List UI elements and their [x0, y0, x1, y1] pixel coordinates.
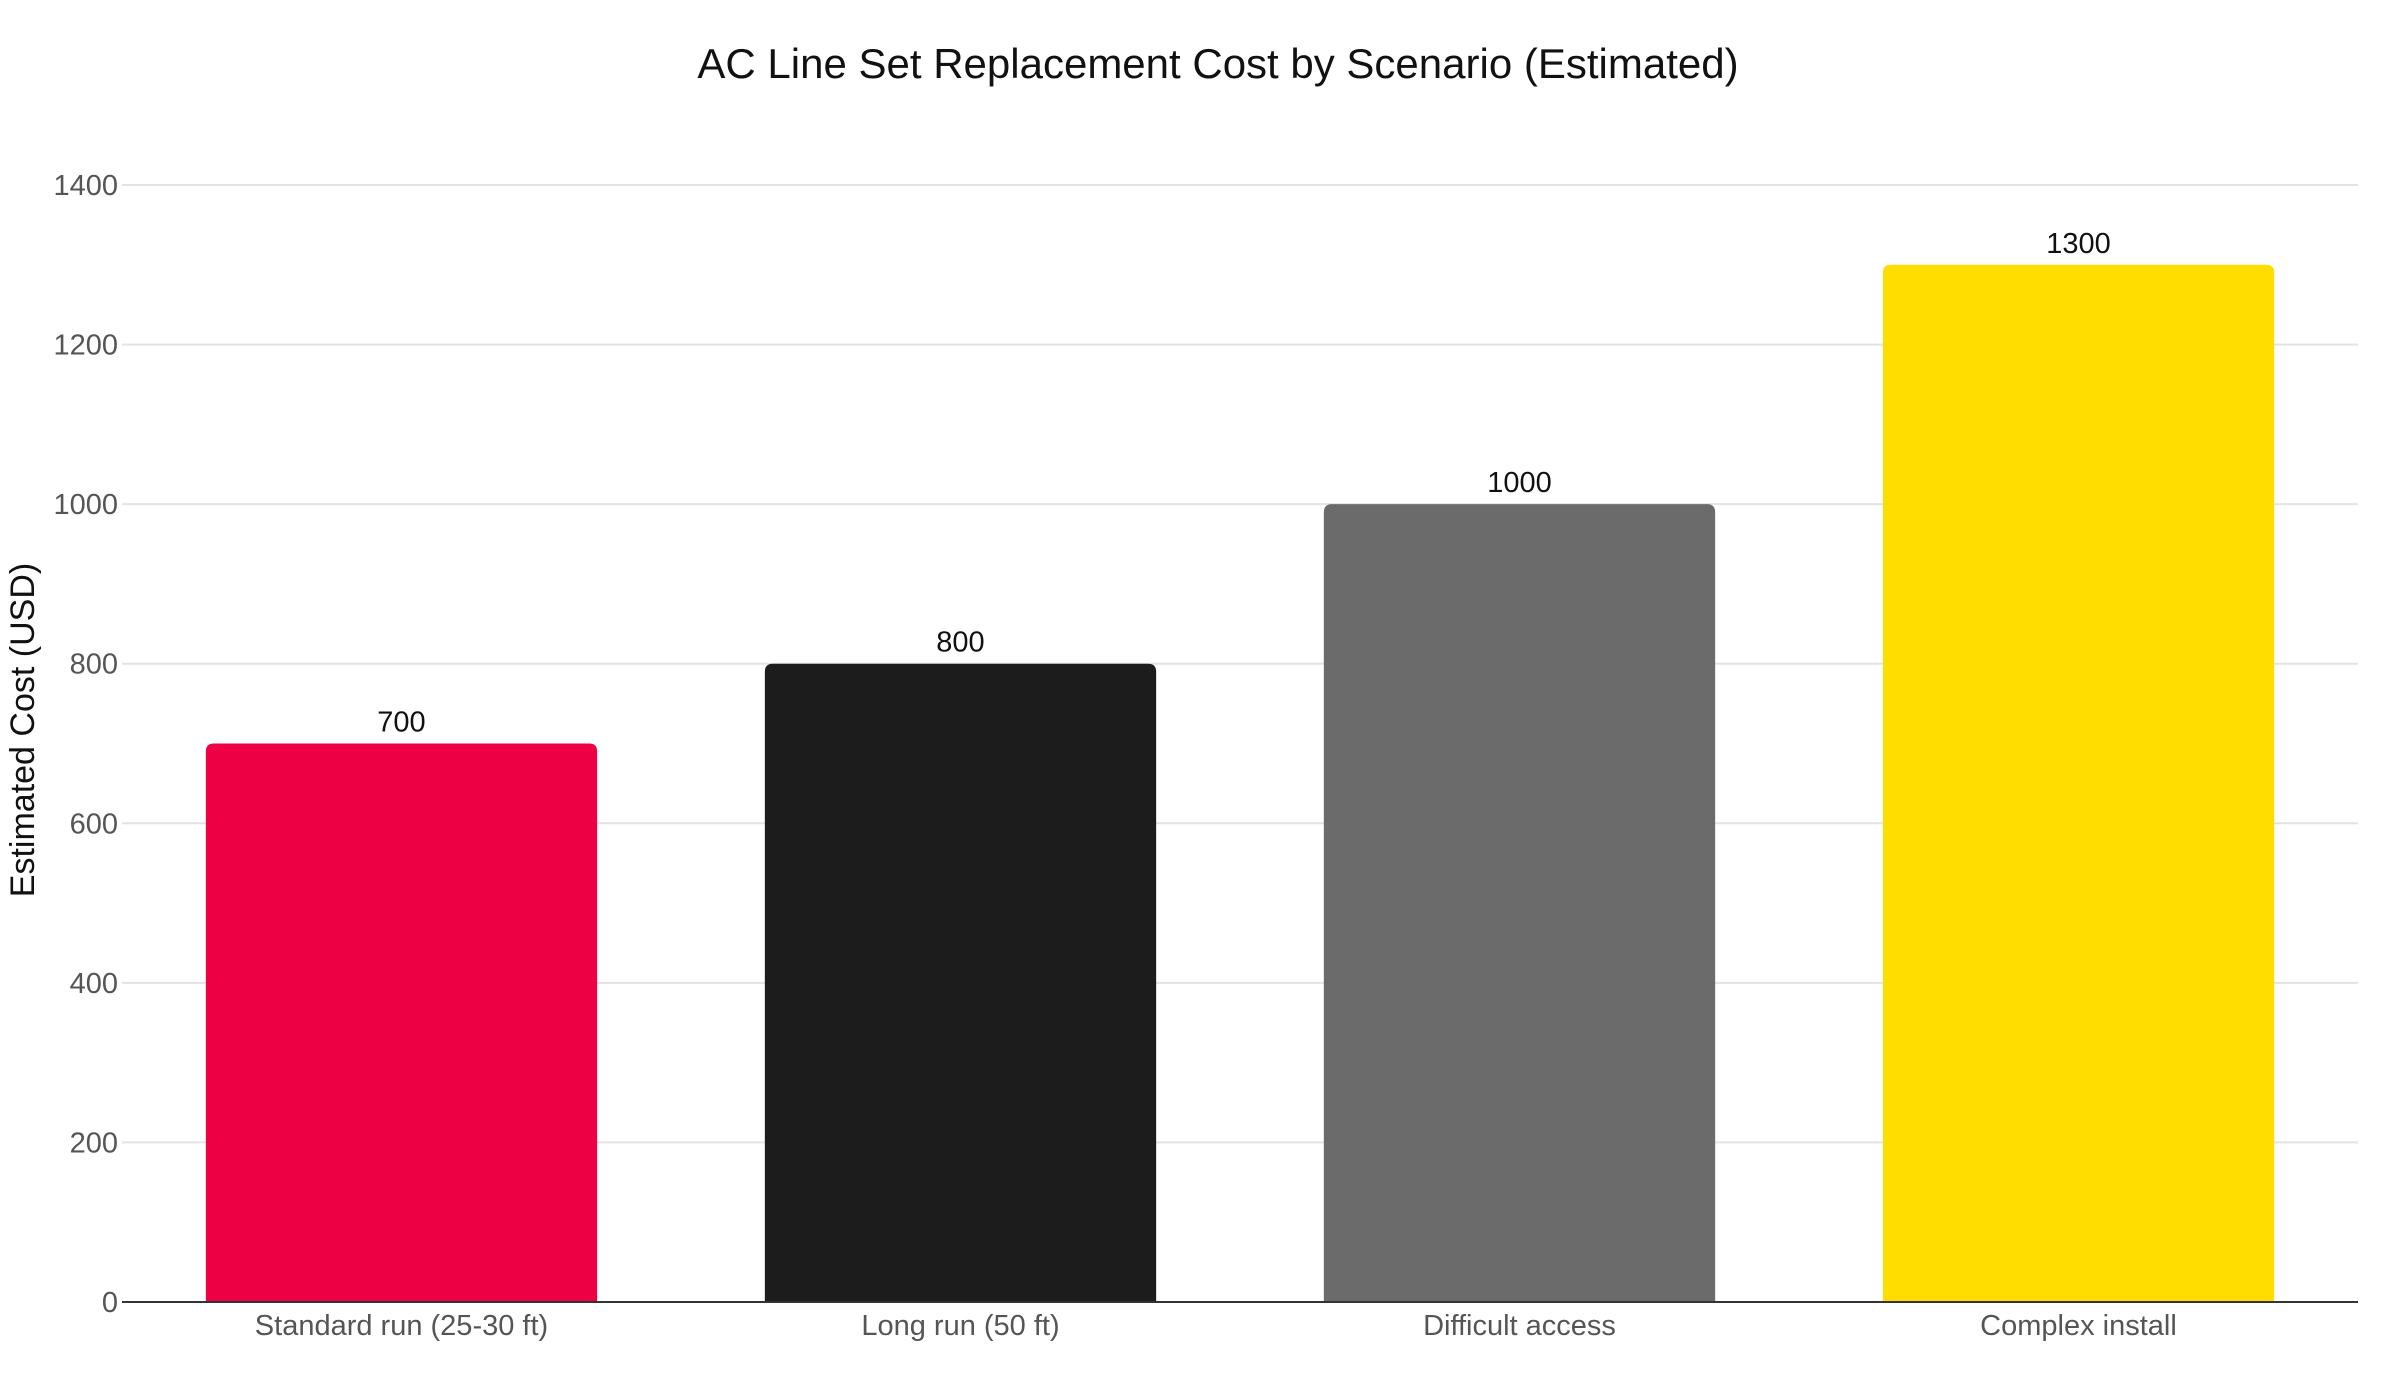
y-tick-label: 1200 — [53, 330, 118, 362]
y-tick-label: 0 — [102, 1287, 118, 1319]
y-axis-label: Estimated Cost (USD) — [4, 563, 42, 897]
bar — [205, 743, 598, 1302]
bar-value-label: 1000 — [1487, 467, 1552, 499]
chart-title: AC Line Set Replacement Cost by Scenario… — [697, 40, 1738, 87]
x-tick-label: Difficult access — [1423, 1310, 1616, 1342]
y-axis-ticks: 0 200 400 600 800 1000 1200 1400 — [53, 170, 118, 1319]
y-tick-label: 400 — [70, 968, 118, 1000]
y-tick-label: 1400 — [53, 170, 118, 202]
bar — [1882, 264, 2275, 1303]
x-tick-label: Long run (50 ft) — [861, 1310, 1059, 1342]
x-tick-label: Complex install — [1980, 1310, 2177, 1342]
bar-value-label: 700 — [377, 707, 425, 739]
y-tick-label: 200 — [70, 1127, 118, 1159]
y-tick-label: 800 — [70, 649, 118, 681]
y-tick-label: 600 — [70, 808, 118, 840]
bar-value-label: 800 — [936, 627, 984, 659]
value-labels: 700 800 1000 1300 — [377, 228, 2110, 739]
x-axis-ticks: Standard run (25-30 ft) Long run (50 ft) D… — [255, 1310, 2177, 1342]
bar — [764, 663, 1157, 1302]
bar-value-label: 1300 — [2046, 228, 2111, 260]
bars — [205, 264, 2275, 1303]
bar — [1323, 504, 1716, 1303]
x-tick-label: Standard run (25-30 ft) — [255, 1310, 548, 1342]
y-tick-label: 1000 — [53, 489, 118, 521]
